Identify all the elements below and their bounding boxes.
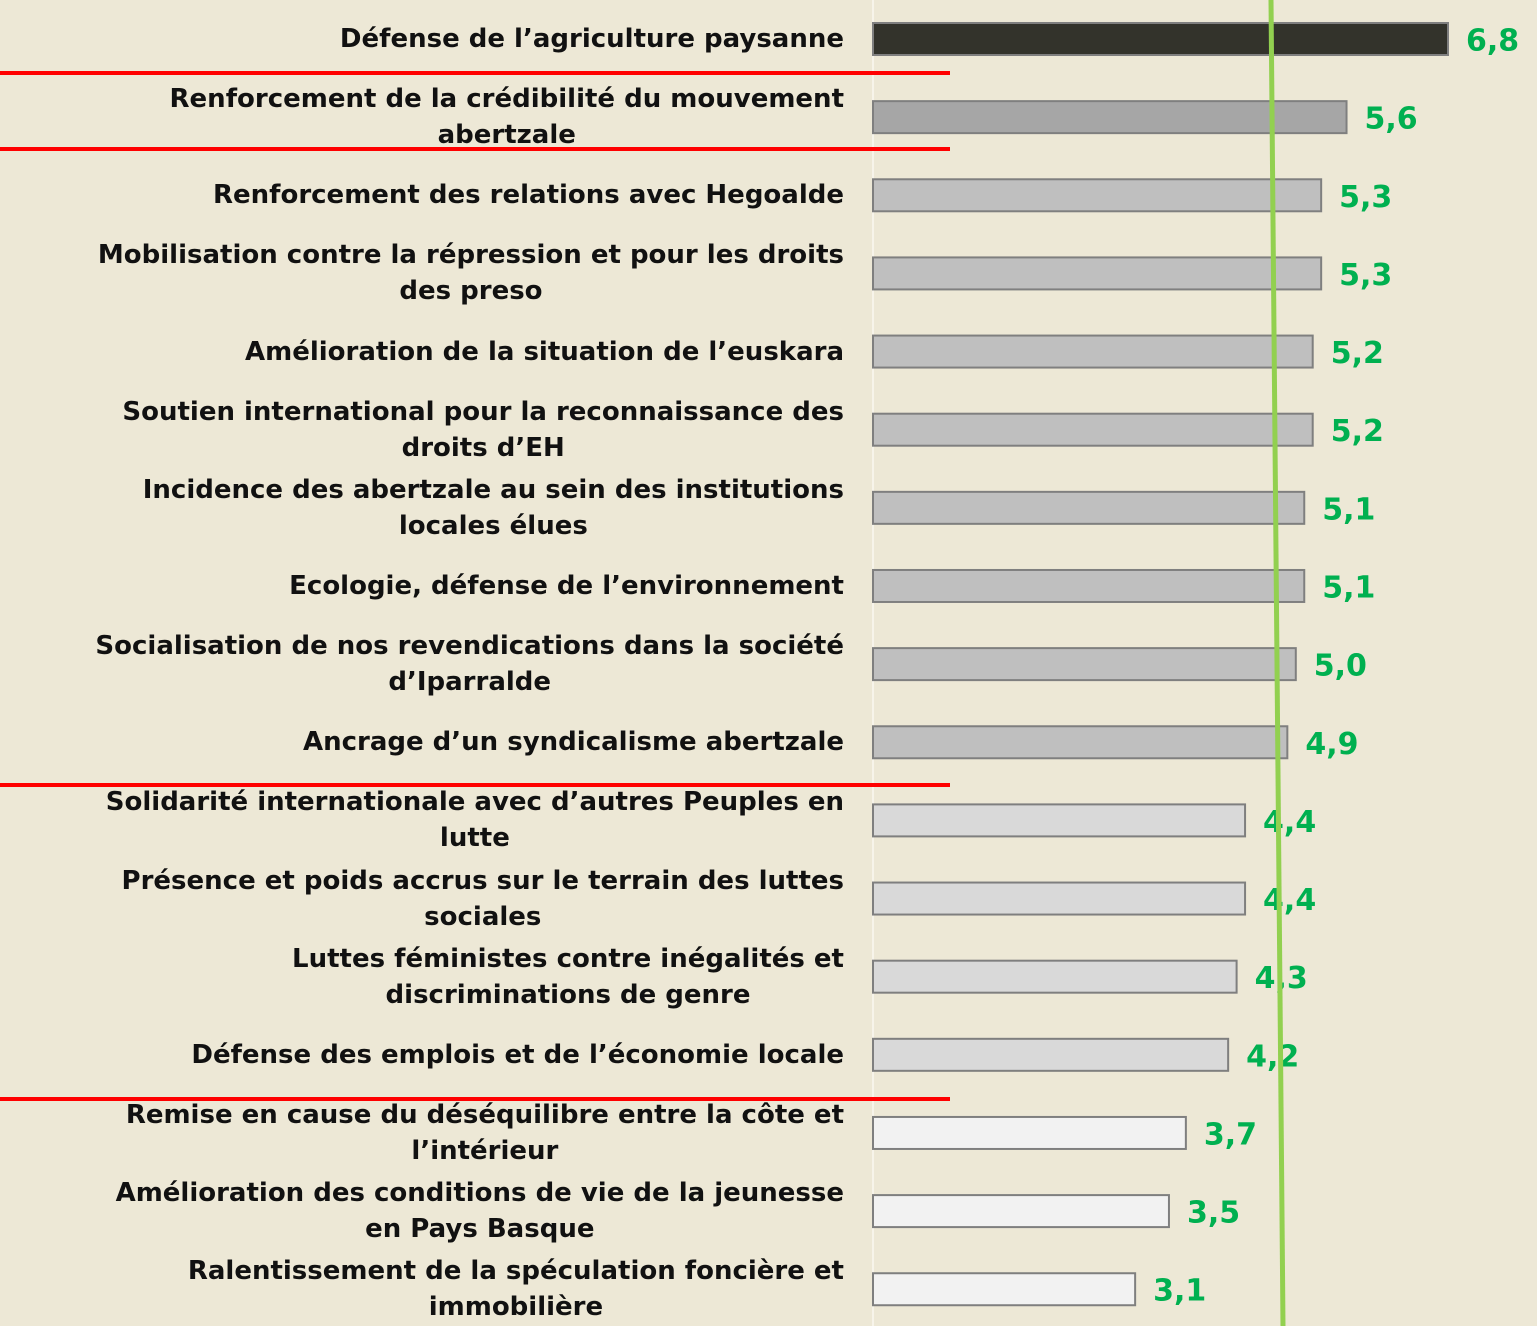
- value-label: 4,9: [1305, 727, 1358, 762]
- bar: [872, 1194, 1170, 1229]
- category-label: Mobilisation contre la répression et pou…: [97, 240, 844, 307]
- value-label: 5,6: [1365, 102, 1418, 137]
- category-label: Socialisation de nos revendications dans…: [95, 631, 844, 698]
- category-label: Renforcement de la crédibilité du mouvem…: [169, 84, 844, 151]
- value-label: 5,2: [1331, 414, 1384, 449]
- bar: [872, 725, 1289, 760]
- bar: [872, 1037, 1230, 1072]
- separators: [0, 71, 950, 1101]
- category-label: Renforcement des relations avec Hegoalde: [212, 180, 844, 211]
- value-label: 5,1: [1322, 492, 1375, 527]
- bar: [872, 100, 1348, 135]
- bar: [872, 803, 1247, 838]
- value-label: 4,4: [1263, 805, 1316, 840]
- category-label: Défense de l’agriculture paysanne: [339, 24, 844, 54]
- value-label: 5,3: [1339, 180, 1392, 215]
- value-label: 3,7: [1204, 1117, 1257, 1152]
- bar: [872, 256, 1323, 291]
- category-label: Incidence des abertzale au sein des inst…: [142, 474, 844, 541]
- value-label: 6,8: [1466, 24, 1519, 59]
- category-label: Amélioration des conditions de vie de la…: [115, 1178, 844, 1245]
- bar: [872, 959, 1238, 994]
- bar: [872, 1272, 1137, 1307]
- bars: [872, 22, 1449, 1307]
- category-label: Luttes féministes contre inégalités et d…: [292, 943, 844, 1010]
- category-label: Ralentissement de la spéculation foncièr…: [187, 1256, 844, 1323]
- bar: [872, 647, 1297, 682]
- value-label: 5,0: [1314, 649, 1367, 684]
- bar: [872, 178, 1323, 213]
- category-label: Soutien international pour la reconnaiss…: [122, 396, 844, 463]
- bar: [872, 881, 1247, 916]
- value-label: 5,2: [1331, 336, 1384, 371]
- value-label: 4,2: [1246, 1039, 1299, 1074]
- bar: [872, 412, 1314, 447]
- value-label: 3,1: [1153, 1274, 1206, 1309]
- category-label: Ancrage d’un syndicalisme abertzale: [302, 727, 844, 758]
- bar: [872, 22, 1449, 56]
- category-label: Solidarité internationale avec d’autres …: [105, 787, 844, 854]
- category-label: Présence et poids accrus sur le terrain …: [121, 865, 844, 932]
- category-label: Ecologie, défense de l’environnement: [289, 570, 844, 601]
- value-label: 3,5: [1187, 1196, 1240, 1231]
- bar: [872, 568, 1306, 603]
- category-label: Défense des emplois et de l’économie loc…: [191, 1039, 844, 1070]
- value-label: 5,3: [1339, 258, 1392, 293]
- reference-line: [1268, 0, 1286, 1326]
- bar: [872, 1115, 1187, 1150]
- category-label: Amélioration de la situation de l’euskar…: [244, 336, 844, 367]
- bar: [872, 490, 1306, 525]
- value-label: 4,4: [1263, 883, 1316, 918]
- category-label: Remise en cause du déséquilibre entre la…: [125, 1099, 844, 1166]
- value-label: 5,1: [1322, 570, 1375, 605]
- bar: [872, 334, 1314, 369]
